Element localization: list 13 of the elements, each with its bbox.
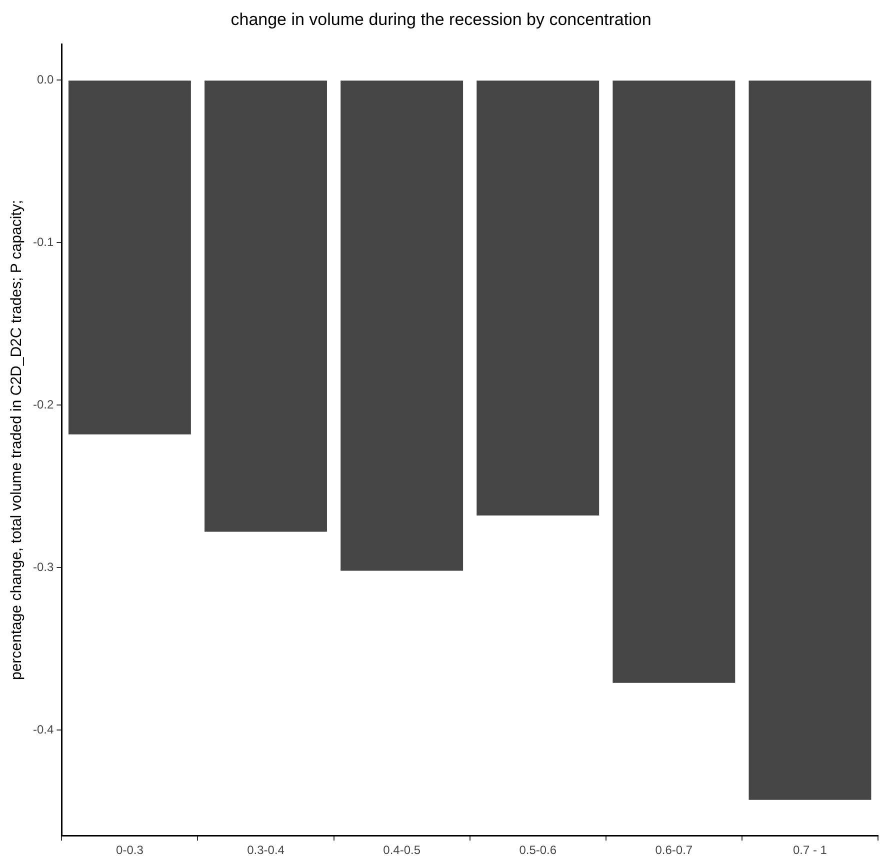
y-axis-title: percentage change, total volume traded in C2D_D2C trades; P capacity;	[8, 200, 26, 680]
x-tick-label: 0.7 - 1	[792, 843, 828, 858]
chart-title: change in volume during the recession by concentration	[230, 10, 652, 29]
y-tick-label: -0.3	[32, 560, 54, 574]
y-tick-label: 0.0	[36, 72, 54, 86]
x-tick-label: 0.4-0.5	[383, 843, 421, 858]
x-tick-label: 0.3-0.4	[247, 843, 285, 858]
y-tick-label: -0.2	[32, 397, 54, 412]
x-tick-label: 0.6-0.7	[655, 843, 693, 858]
y-tick-label: -0.4	[32, 722, 54, 736]
x-tick-label: 0-0.3	[116, 843, 144, 858]
x-tick-label: 0.5-0.6	[519, 843, 557, 858]
y-tick-label: -0.1	[32, 234, 54, 249]
